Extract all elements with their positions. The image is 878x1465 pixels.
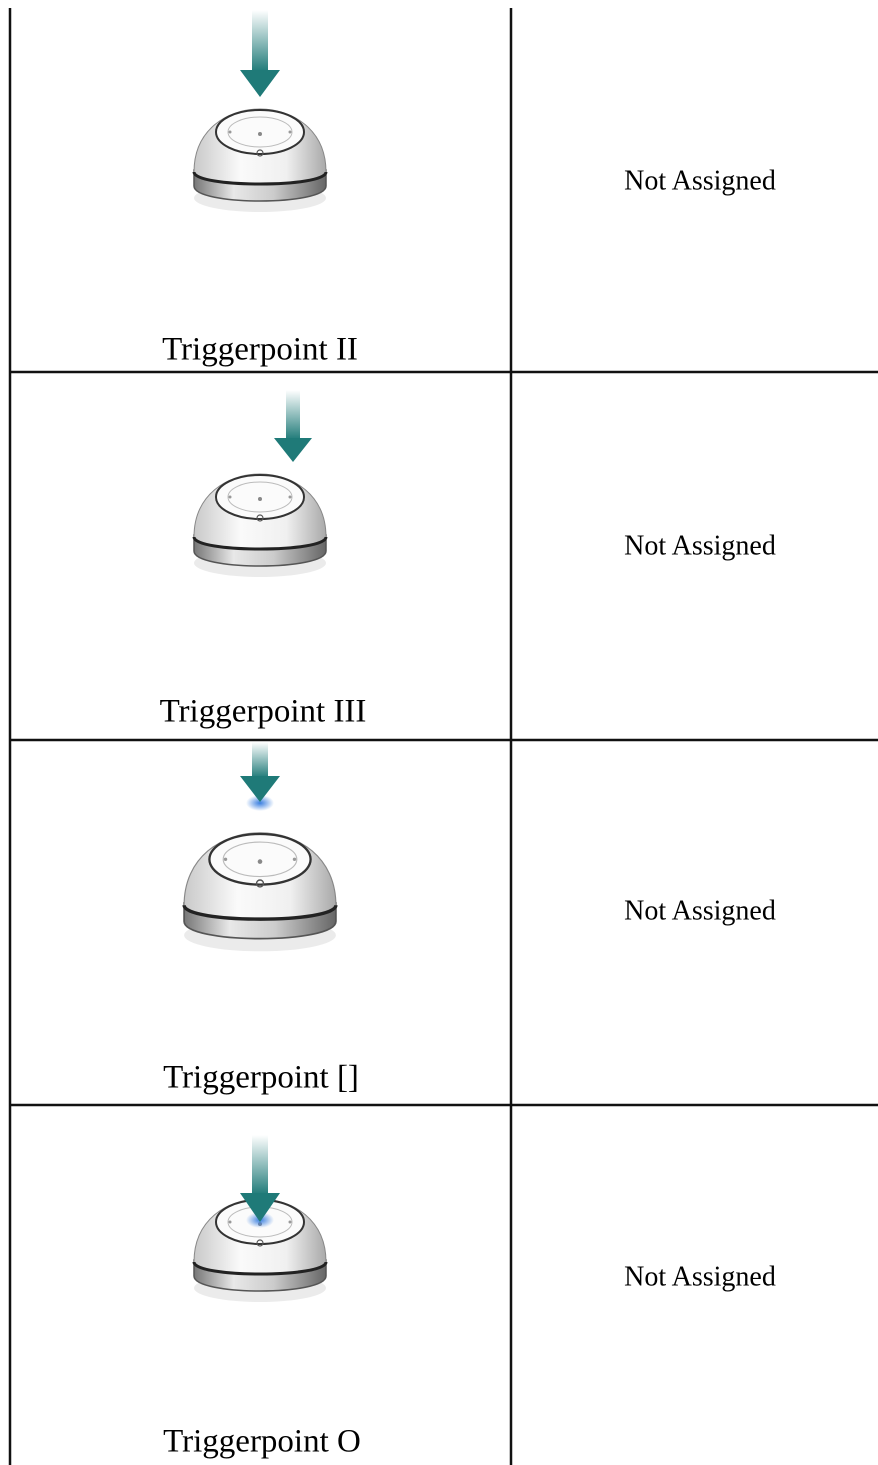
assignment: Not Assigned — [624, 895, 776, 926]
trigger-label: Triggerpoint O — [163, 1424, 361, 1460]
row-2: Triggerpoint III Not Assigned — [160, 390, 776, 730]
assignment: Not Assigned — [624, 1261, 776, 1292]
row-1: Triggerpoint II Not Assigned — [162, 10, 776, 368]
grid-lines — [8, 8, 878, 1465]
row-4: Triggerpoint O Not Assigned — [163, 1135, 776, 1460]
row-3: Triggerpoint [] Not Assigned — [163, 742, 776, 1096]
assignment: Not Assigned — [624, 530, 776, 561]
trigger-label: Triggerpoint II — [162, 332, 358, 368]
trigger-label: Triggerpoint [] — [163, 1060, 359, 1096]
assignment: Not Assigned — [624, 165, 776, 196]
knob-icon — [192, 10, 328, 214]
knob-icon — [182, 742, 338, 954]
knob-icon — [192, 1135, 328, 1304]
trigger-label: Triggerpoint III — [160, 694, 367, 730]
knob-icon — [192, 390, 328, 579]
